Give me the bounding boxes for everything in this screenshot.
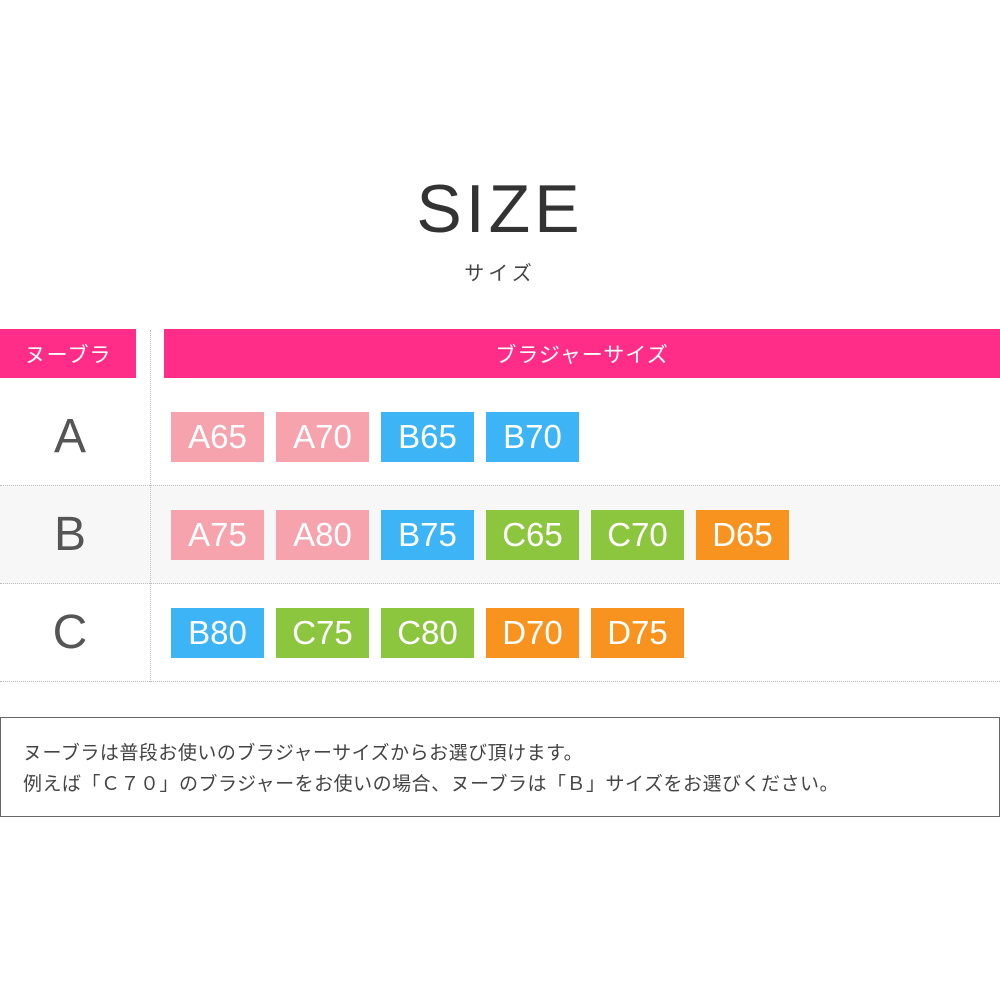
size-badge: C70 bbox=[591, 510, 684, 560]
size-badge: B70 bbox=[486, 412, 579, 462]
size-badge: D65 bbox=[696, 510, 789, 560]
table-row: B A75 A80 B75 C65 C70 D65 bbox=[0, 486, 1000, 584]
row-label: B bbox=[53, 508, 86, 561]
table-row: A A65 A70 B65 B70 bbox=[0, 388, 1000, 486]
size-badge: D70 bbox=[486, 608, 579, 658]
note-line-1: ヌーブラは普段お使いのブラジャーサイズからお選び頂けます。 bbox=[23, 742, 584, 764]
header-nubra: ヌーブラ bbox=[0, 329, 136, 378]
size-badges: B80 C75 C80 D70 D75 bbox=[171, 608, 684, 658]
size-badges: A75 A80 B75 C65 C70 D65 bbox=[171, 510, 789, 560]
row-label: A bbox=[53, 410, 86, 463]
row-label: C bbox=[52, 606, 88, 659]
size-badge: A75 bbox=[171, 510, 264, 560]
size-badge: B75 bbox=[381, 510, 474, 560]
size-badge: B80 bbox=[171, 608, 264, 658]
size-badge: A65 bbox=[171, 412, 264, 462]
size-badge: C65 bbox=[486, 510, 579, 560]
header-bra-size: ブラジャーサイズ bbox=[164, 329, 1000, 378]
page-title: SIZE bbox=[416, 171, 584, 247]
page-subtitle: サイズ bbox=[464, 261, 536, 285]
column-divider bbox=[150, 330, 151, 682]
size-badge: A80 bbox=[276, 510, 369, 560]
size-badge: B65 bbox=[381, 412, 474, 462]
size-badges: A65 A70 B65 B70 bbox=[171, 412, 579, 462]
size-badge: A70 bbox=[276, 412, 369, 462]
table-row: C B80 C75 C80 D70 D75 bbox=[0, 584, 1000, 682]
size-badge: C75 bbox=[276, 608, 369, 658]
note-box: ヌーブラは普段お使いのブラジャーサイズからお選び頂けます。 例えば「Ｃ７０」のブ… bbox=[0, 717, 1000, 817]
size-badge: D75 bbox=[591, 608, 684, 658]
note-line-2: 例えば「Ｃ７０」のブラジャーをお使いの場合、ヌーブラは「Ｂ」サイズをお選びくださ… bbox=[23, 773, 839, 795]
size-badge: C80 bbox=[381, 608, 474, 658]
